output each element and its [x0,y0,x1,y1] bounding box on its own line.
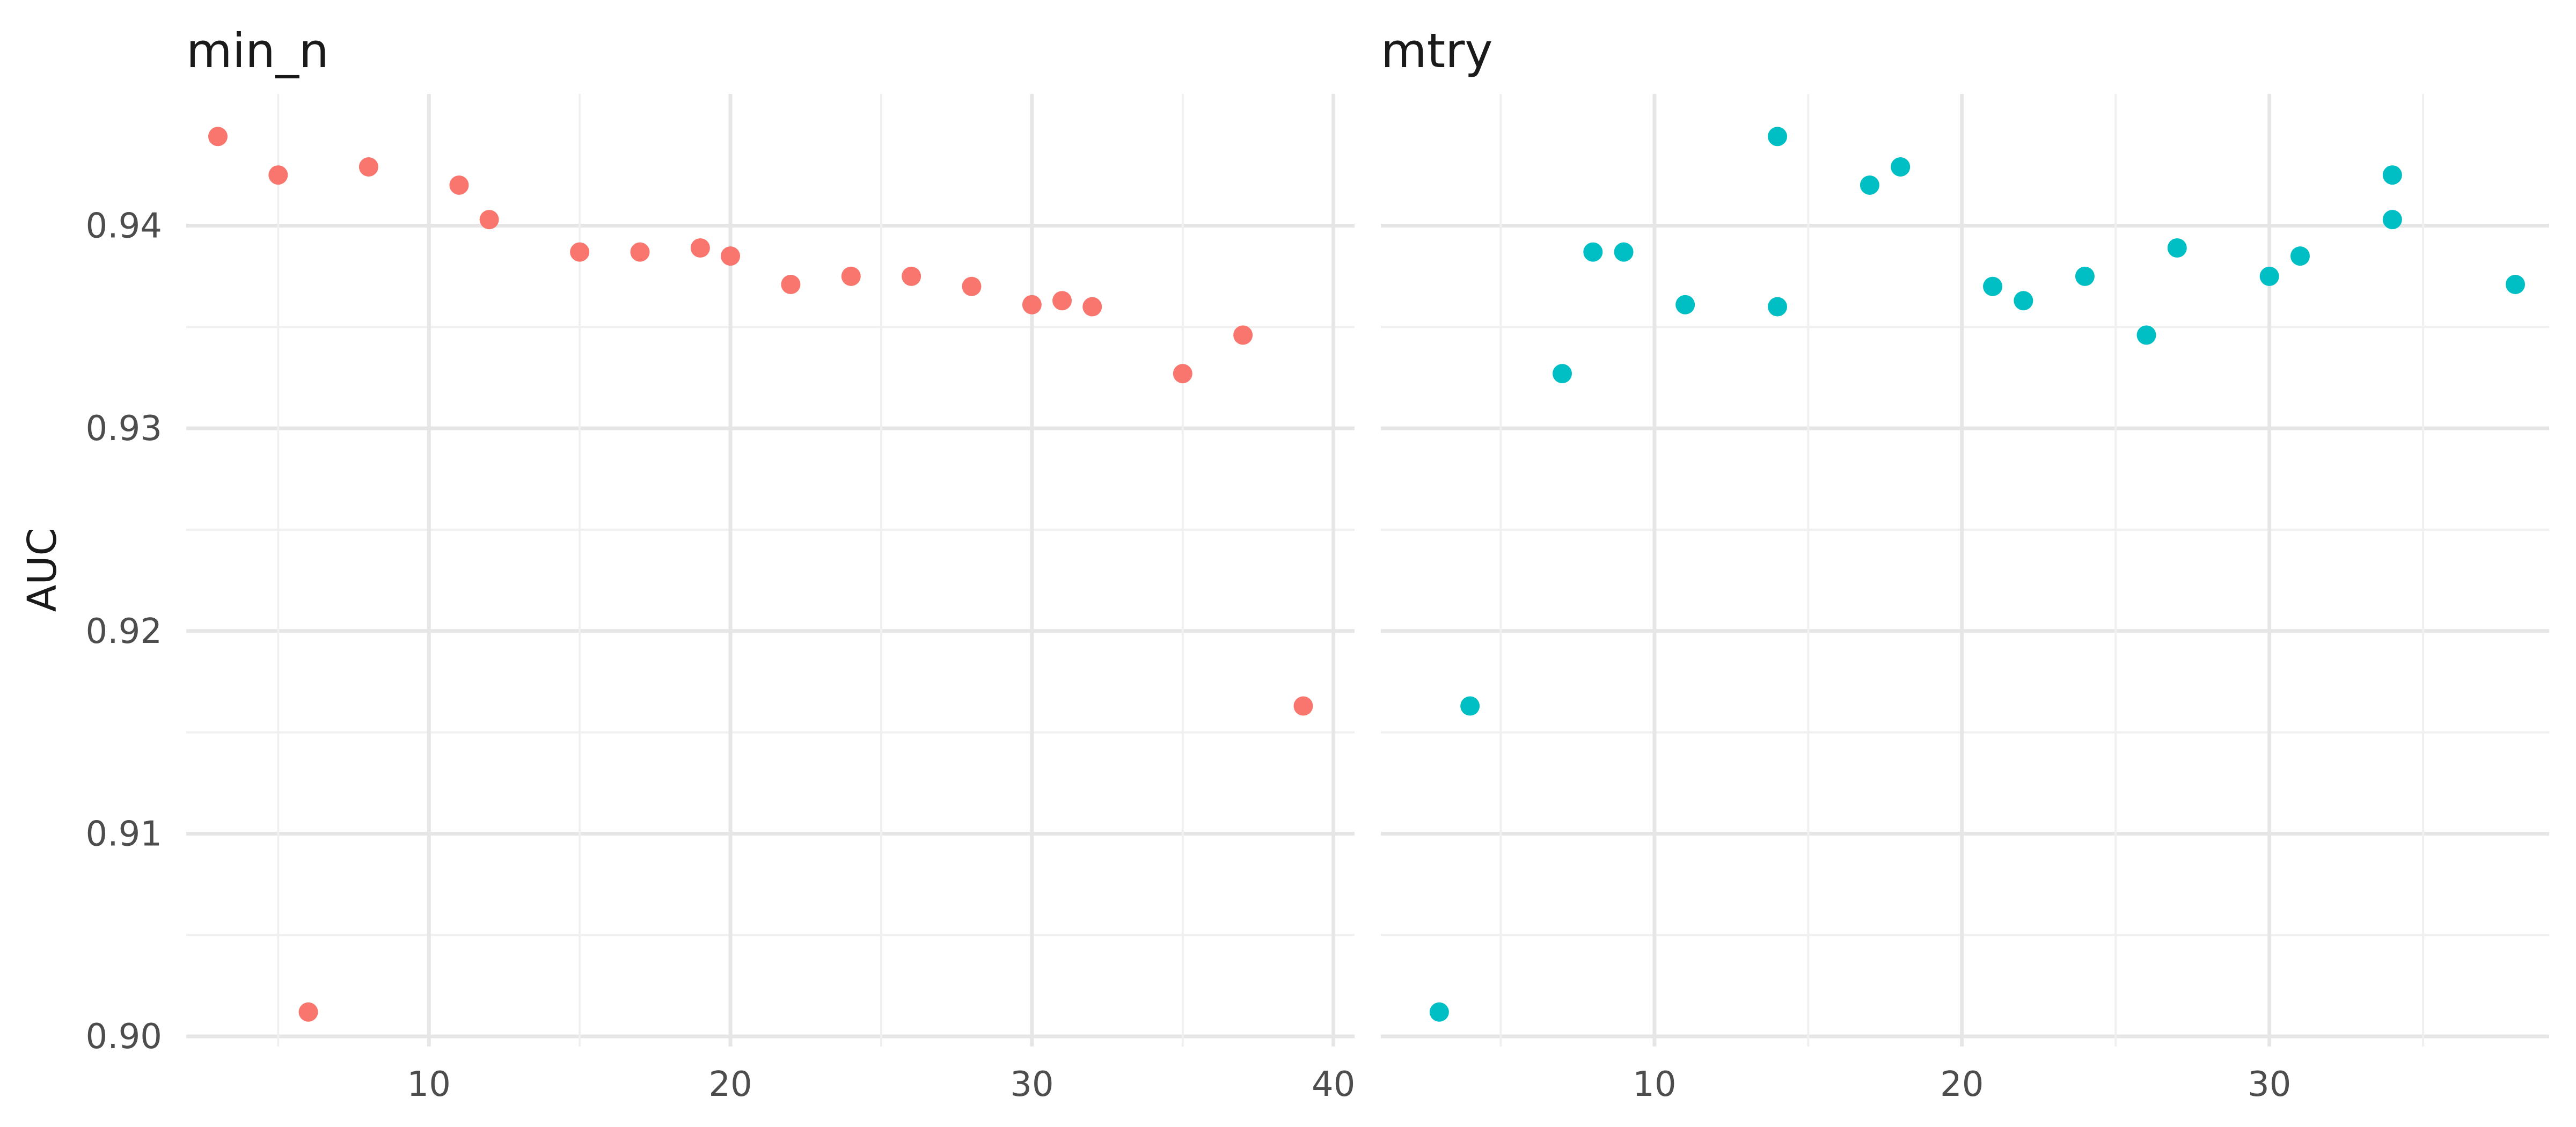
x-tick-label: 40 [1312,1065,1355,1104]
data-point [479,210,499,230]
data-point [1583,242,1603,262]
data-point [1768,127,1788,147]
data-point [2259,266,2279,286]
y-tick-label: 0.93 [86,409,163,449]
data-point [781,275,801,294]
data-point [2136,325,2156,345]
data-point [1891,157,1911,177]
panel-title: min_n [186,23,329,78]
data-point [1983,276,2003,296]
data-point [358,157,378,177]
data-point [1860,175,1879,195]
data-point [1614,242,1634,262]
data-point [1082,297,1102,317]
data-point [1553,364,1572,384]
data-point [721,246,741,266]
data-point [1293,696,1313,716]
data-point [268,165,288,185]
data-point [630,242,650,262]
y-tick-label: 0.92 [86,612,163,652]
data-point [1460,696,1480,716]
x-tick-label: 20 [1940,1065,1984,1104]
data-point [690,238,710,258]
data-point [2075,266,2095,286]
y-axis-title: AUC [19,528,65,612]
y-tick-label: 0.91 [86,814,163,854]
data-point [2290,246,2310,266]
data-point [1429,1002,1449,1022]
data-point [902,266,921,286]
data-point [1052,291,1072,311]
panel-min_n: min_n 10 20 30 40 0.90 0.91 0.92 0.93 0.94 [86,23,1356,1104]
data-point [208,127,228,147]
data-point [962,276,982,296]
x-tick-label: 20 [708,1065,752,1104]
data-point [2014,291,2033,311]
data-point [2167,238,2187,258]
data-point [2505,275,2525,294]
x-tick-label: 30 [1010,1065,1053,1104]
data-point [1768,297,1788,317]
data-point [1173,364,1192,384]
panel-title: mtry [1381,23,1492,78]
data-point [1233,325,1253,345]
data-point [1675,295,1695,314]
x-tick-label: 10 [407,1065,451,1104]
x-tick-label: 10 [1633,1065,1676,1104]
y-tick-label: 0.94 [86,206,163,246]
data-point [2382,165,2402,185]
data-point [298,1002,318,1022]
x-tick-label: 30 [2248,1065,2291,1104]
data-point [570,242,590,262]
data-point [841,266,861,286]
data-point [449,175,469,195]
data-point [2382,210,2402,230]
panel-mtry: mtry 10 20 30 [1381,23,2549,1104]
data-point [1022,295,1042,314]
y-tick-label: 0.90 [86,1017,163,1057]
